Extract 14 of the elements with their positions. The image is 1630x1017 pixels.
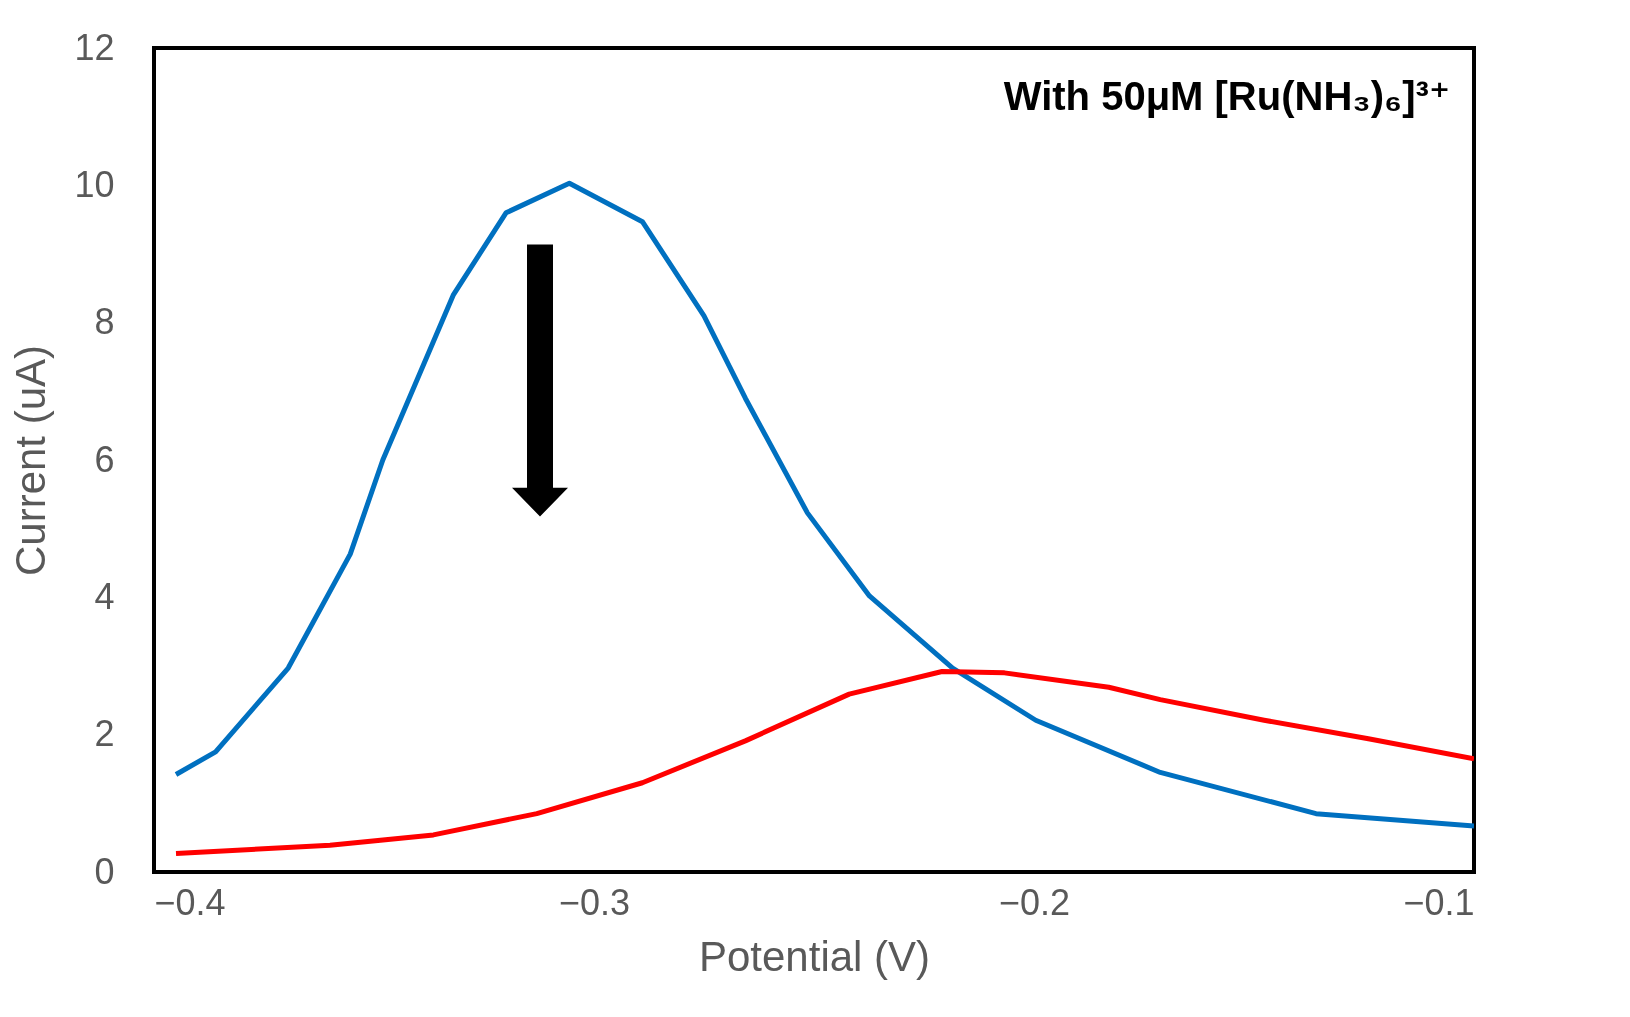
x-tick-label: −0.4: [154, 881, 226, 923]
y-axis-title: Current (uA): [7, 344, 55, 577]
y-tick-label: 4: [94, 575, 115, 617]
y-tick-label: 2: [94, 713, 115, 755]
annotation: With 50μM [Ru(NH₃)₆]³⁺: [1003, 74, 1450, 118]
y-tick-label: 8: [94, 301, 115, 343]
x-tick-label: −0.2: [998, 881, 1071, 923]
y-tick-label: 0: [94, 850, 115, 892]
y-tick-label: 12: [74, 26, 115, 68]
x-tick-label: −0.3: [558, 881, 631, 923]
x-tick-label: −0.1: [1403, 881, 1475, 923]
x-axis-title: Potential (V): [698, 932, 931, 980]
y-tick-label: 6: [94, 438, 115, 480]
y-tick-label: 10: [74, 163, 115, 205]
